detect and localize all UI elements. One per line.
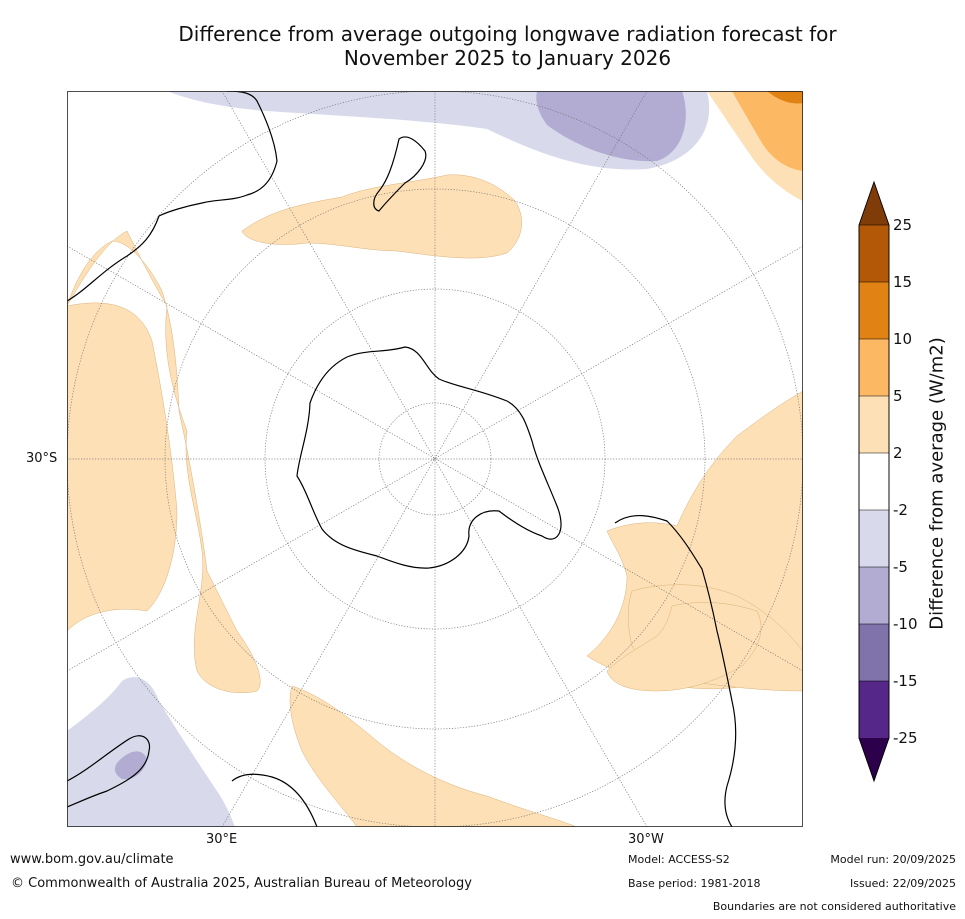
title-line-2: November 2025 to January 2026 (343, 46, 672, 70)
title-line-1: Difference from average outgoing longwav… (178, 22, 837, 46)
colorbar-bin (858, 395, 890, 454)
colorbar-tick-label: 25 (893, 216, 913, 234)
south-america-coast (614, 515, 737, 827)
colorbar-tick-label: -25 (893, 729, 918, 747)
footer-disclaimer: Boundaries are not considered authoritat… (712, 900, 956, 913)
colorbar-bin (858, 281, 890, 340)
colorbar-bin (858, 452, 890, 511)
region-australia-west (67, 230, 261, 694)
africa-coast (67, 735, 151, 808)
colorbar-extend-high (859, 182, 889, 225)
footer-model-run: Model run: 20/09/2025 (830, 853, 956, 866)
map-panel (67, 91, 803, 827)
colorbar-tick-label: 10 (893, 330, 913, 348)
region-australia-west-strip (67, 302, 178, 632)
footer-base-period: Base period: 1981-2018 (628, 877, 761, 890)
colorbar-bin (858, 680, 890, 739)
colorbar-bin (858, 566, 890, 625)
colorbar-extend-low (859, 738, 889, 781)
footer-copyright: © Commonwealth of Australia 2025, Austra… (11, 876, 472, 891)
chart-title: Difference from average outgoing longwav… (0, 22, 965, 70)
antarctica-coast (296, 346, 562, 569)
map-frame (67, 91, 803, 827)
label-30e: 30°E (206, 832, 238, 847)
footer-model: Model: ACCESS-S2 (628, 853, 730, 866)
label-30w: 30°W (628, 832, 664, 847)
region-southern-africa-neg2 (114, 751, 147, 780)
new-zealand-coast (373, 136, 427, 212)
colorbar-bin (858, 509, 890, 568)
colorbar-tick-label: 2 (893, 444, 903, 462)
colorbar-title: Difference from average (W/m2) (926, 337, 948, 630)
colorbar-bin (858, 224, 890, 283)
footer-issued: Issued: 22/09/2025 (849, 877, 956, 890)
anomaly-positive-high (707, 91, 803, 201)
colorbar-bin (858, 623, 890, 682)
colorbar-tick-label: -5 (893, 558, 908, 576)
colorbar-tick-label: 5 (893, 387, 903, 405)
colorbar (858, 180, 890, 783)
region-tasman-sea (241, 174, 522, 259)
colorbar-tick-label: 15 (893, 273, 913, 291)
footer-website[interactable]: www.bom.gov.au/climate (10, 852, 174, 867)
label-30s: 30°S (26, 451, 58, 466)
colorbar-tick-label: -2 (893, 501, 908, 519)
colorbar-bin (858, 338, 890, 397)
graticule (67, 91, 803, 827)
colorbar-tick-label: -15 (893, 672, 918, 690)
region-north-pacific-neg2 (536, 91, 686, 162)
region-indian-ocean-band (289, 685, 578, 827)
coastlines (67, 91, 737, 827)
madagascar-coast (231, 773, 318, 827)
anomaly-positive-small (67, 174, 803, 827)
australia-coast (67, 91, 278, 302)
colorbar-tick-label: -10 (893, 615, 918, 633)
